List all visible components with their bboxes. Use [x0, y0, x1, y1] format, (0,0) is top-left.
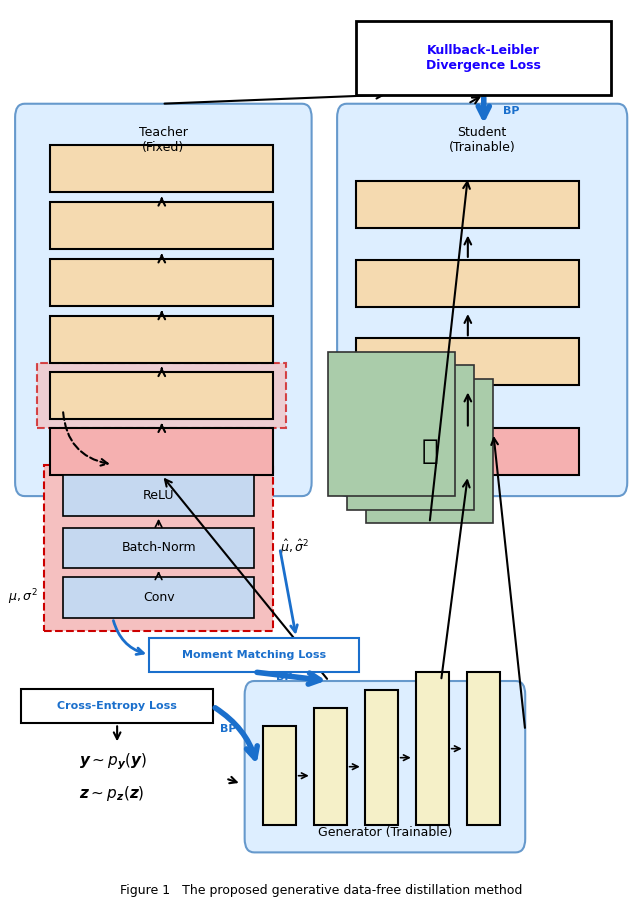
Bar: [356, 428, 579, 475]
FancyBboxPatch shape: [337, 104, 627, 496]
Bar: [328, 352, 455, 496]
Text: Teacher
(Fixed): Teacher (Fixed): [139, 126, 188, 154]
Bar: [37, 363, 286, 428]
Text: $\mu, \sigma^2$: $\mu, \sigma^2$: [8, 588, 37, 607]
Text: Batch-Norm: Batch-Norm: [121, 541, 196, 555]
Bar: [50, 372, 273, 419]
Text: $\boldsymbol{z} \sim p_{\boldsymbol{z}}(\boldsymbol{z})$: $\boldsymbol{z} \sim p_{\boldsymbol{z}}(…: [79, 784, 145, 804]
Text: Conv: Conv: [143, 591, 174, 604]
Bar: [366, 379, 493, 523]
Bar: [356, 338, 579, 385]
Bar: [63, 528, 254, 568]
Text: Generator (Trainable): Generator (Trainable): [317, 826, 452, 839]
Bar: [44, 465, 273, 631]
Text: BP: BP: [503, 106, 520, 116]
Bar: [50, 145, 273, 192]
Text: Moment Matching Loss: Moment Matching Loss: [182, 649, 326, 660]
Text: BP: BP: [276, 671, 292, 682]
Bar: [149, 638, 360, 672]
Bar: [347, 365, 474, 510]
Text: Kullback-Leibler
Divergence Loss: Kullback-Leibler Divergence Loss: [426, 43, 541, 72]
Bar: [356, 260, 579, 307]
Bar: [314, 708, 347, 825]
Text: Student
(Trainable): Student (Trainable): [449, 126, 516, 154]
Bar: [262, 726, 296, 825]
Text: Cross-Entropy Loss: Cross-Entropy Loss: [57, 701, 177, 712]
Bar: [63, 475, 254, 516]
Bar: [50, 428, 273, 475]
Text: $\boldsymbol{y} \sim p_{\boldsymbol{y}}(\boldsymbol{y})$: $\boldsymbol{y} \sim p_{\boldsymbol{y}}(…: [79, 752, 147, 772]
Bar: [415, 672, 449, 825]
Text: ReLU: ReLU: [143, 489, 174, 502]
Bar: [356, 21, 611, 95]
Bar: [467, 672, 500, 825]
FancyBboxPatch shape: [15, 104, 312, 496]
Text: Figure 1   The proposed generative data-free distillation method: Figure 1 The proposed generative data-fr…: [120, 885, 522, 897]
Bar: [365, 690, 397, 825]
Bar: [50, 259, 273, 306]
Bar: [63, 577, 254, 618]
Bar: [22, 689, 212, 723]
Bar: [356, 181, 579, 228]
Text: BP: BP: [220, 723, 237, 734]
Bar: [50, 202, 273, 249]
Text: 🐦: 🐦: [421, 437, 438, 465]
FancyBboxPatch shape: [244, 681, 525, 852]
Text: $\hat{\mu}, \hat{\sigma}^2$: $\hat{\mu}, \hat{\sigma}^2$: [280, 538, 309, 557]
Bar: [50, 316, 273, 363]
